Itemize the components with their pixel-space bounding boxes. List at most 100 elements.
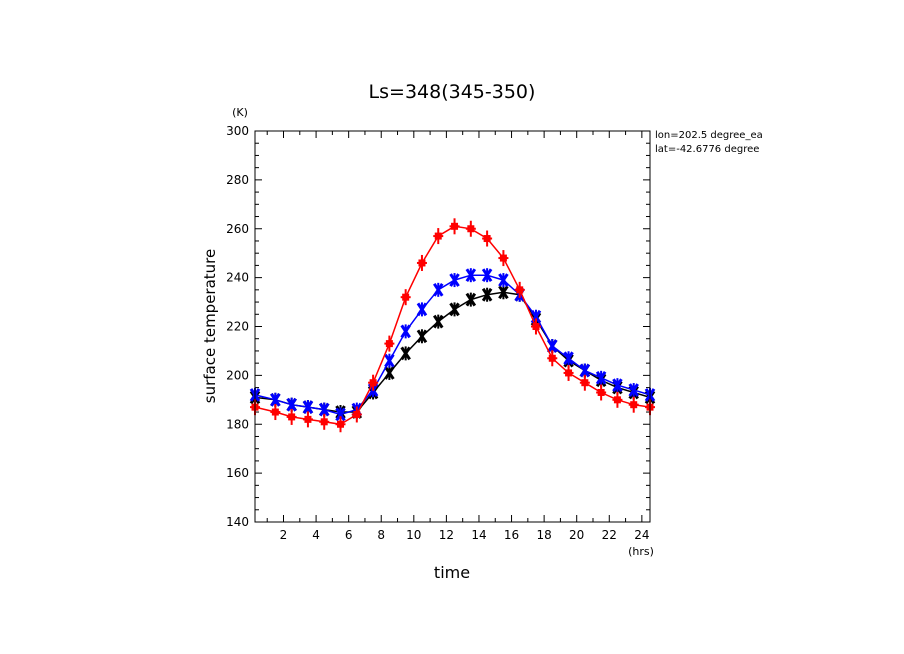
data-point: [628, 383, 639, 398]
data-point: [302, 411, 313, 428]
marker-square: [434, 232, 442, 240]
x-tick-label: 14: [471, 528, 486, 542]
data-point: [449, 302, 460, 317]
marker-square: [337, 420, 345, 428]
data-point: [400, 346, 411, 361]
y-unit-label: (K): [232, 106, 248, 119]
series-0: [249, 285, 656, 420]
data-point: [481, 287, 493, 302]
x-tick-label: 4: [312, 528, 320, 542]
annotation-lon: lon=202.5 degree_ea: [655, 130, 763, 141]
data-point: [351, 406, 362, 423]
data-point: [416, 302, 428, 317]
annotation-lat: lat=-42.6776 degree: [655, 144, 759, 155]
y-tick-label: 240: [226, 271, 249, 285]
y-axis-label: surface temperature: [201, 249, 219, 404]
data-point: [465, 220, 476, 237]
series-line: [254, 225, 651, 426]
data-point: [400, 324, 411, 339]
data-point: [612, 378, 623, 393]
marker-square: [402, 293, 410, 301]
data-point: [596, 384, 607, 401]
x-tick-label: 22: [602, 528, 617, 542]
marker-square: [369, 379, 377, 387]
data-point: [416, 254, 427, 271]
chart-title: Ls=348(345-350): [369, 81, 536, 103]
data-point: [384, 335, 395, 352]
x-unit-label: (hrs): [628, 545, 654, 558]
data-point: [482, 230, 493, 247]
data-point: [433, 228, 444, 245]
marker-square: [288, 413, 296, 421]
data-point: [579, 374, 590, 391]
marker-square: [304, 415, 312, 423]
plot-border: [254, 130, 651, 523]
data-point: [400, 289, 411, 306]
x-tick-label: 20: [569, 528, 584, 542]
marker-square: [548, 354, 556, 362]
series-layer: [249, 218, 656, 433]
y-tick-label: 160: [226, 466, 249, 480]
data-point: [319, 413, 330, 430]
x-tick-label: 10: [406, 528, 421, 542]
data-point: [465, 292, 477, 307]
data-point: [498, 250, 509, 267]
marker-square: [532, 323, 540, 330]
y-tick-label: 300: [226, 124, 249, 138]
data-point: [384, 365, 395, 380]
x-tick-label: 16: [504, 528, 519, 542]
data-point: [595, 370, 607, 385]
data-point: [563, 351, 574, 366]
marker-square: [451, 222, 459, 230]
series-line: [254, 274, 651, 416]
marker-square: [630, 401, 638, 409]
y-tick-label: 180: [226, 417, 249, 431]
x-tick-label: 12: [439, 528, 454, 542]
data-point: [514, 281, 525, 298]
x-tick-label: 6: [345, 528, 353, 542]
data-point: [368, 374, 379, 391]
x-tick-label: 24: [634, 528, 649, 542]
marker-square: [418, 259, 426, 267]
x-axis-label: time: [434, 563, 470, 582]
plot-frame: [254, 130, 651, 523]
marker-square: [271, 408, 279, 416]
data-point: [465, 268, 477, 283]
x-tick-label: 18: [536, 528, 551, 542]
data-point: [432, 314, 444, 329]
data-point: [449, 218, 460, 235]
data-point: [416, 329, 428, 344]
data-point: [612, 391, 623, 408]
data-point: [481, 268, 493, 283]
data-point: [498, 285, 509, 300]
marker-square: [499, 254, 507, 262]
series-1: [249, 268, 656, 422]
data-point: [432, 282, 444, 297]
data-point: [530, 318, 541, 335]
data-point: [384, 353, 395, 368]
y-tick-label: 220: [226, 320, 249, 334]
x-tick-label: 2: [280, 528, 288, 542]
marker-square: [320, 418, 328, 426]
data-point: [628, 396, 639, 413]
data-point: [286, 408, 297, 425]
annotation-mask: [780, 120, 904, 170]
marker-square: [516, 286, 524, 294]
data-point: [335, 416, 346, 433]
series-2: [250, 218, 655, 433]
y-tick-label: 260: [226, 222, 249, 236]
data-point: [270, 404, 281, 421]
y-tick-label: 280: [226, 173, 249, 187]
data-point: [563, 364, 574, 381]
marker-square: [385, 340, 393, 348]
marker-square: [565, 369, 573, 377]
marker-square: [581, 379, 589, 387]
marker-square: [597, 388, 605, 396]
data-point: [449, 273, 460, 288]
data-point: [547, 350, 558, 367]
marker-square: [483, 235, 491, 243]
y-tick-label: 140: [226, 515, 249, 529]
marker-square: [353, 410, 361, 418]
